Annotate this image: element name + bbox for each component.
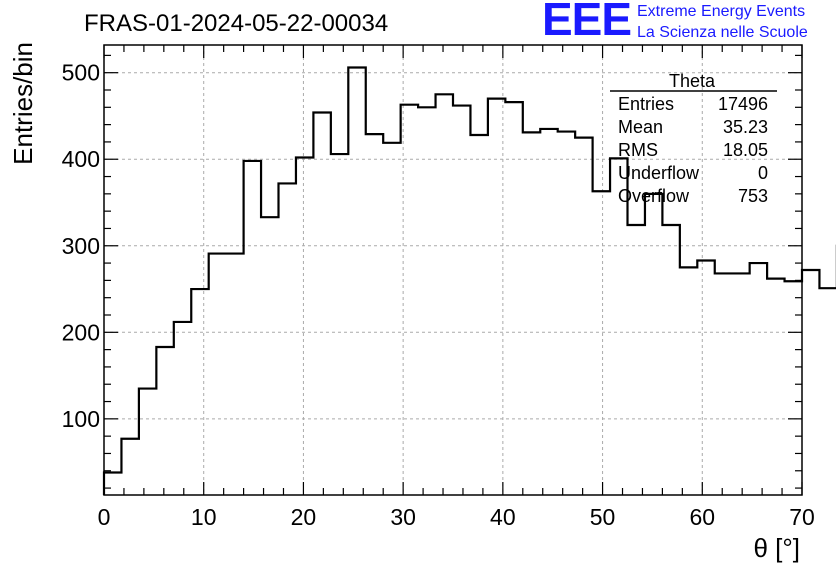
stats-box-name: Theta xyxy=(669,71,716,91)
plot-frame xyxy=(103,44,803,496)
y-tick-label: 100 xyxy=(62,406,100,432)
y-tick-label: 300 xyxy=(62,233,100,259)
x-tick-label: 0 xyxy=(98,504,111,530)
x-tick-labels: 0 10 20 30 40 50 60 70 xyxy=(98,504,815,530)
y-axis-title: Entries/bin xyxy=(8,42,38,165)
grid-lines xyxy=(104,45,802,495)
x-tick-label: 10 xyxy=(191,504,217,530)
x-tick-label: 20 xyxy=(291,504,317,530)
logo-subtitle-line2: La Scienza nelle Scuole xyxy=(637,24,808,41)
x-tick-label: 60 xyxy=(689,504,715,530)
logo-subtitle-line1: Extreme Energy Events xyxy=(637,3,806,20)
y-tick-label: 400 xyxy=(62,146,100,172)
chart-title: FRAS-01-2024-05-22-00034 xyxy=(84,10,389,37)
stats-value-underflow: 0 xyxy=(758,163,768,183)
stats-value-rms: 18.05 xyxy=(723,140,768,160)
stats-label-entries: Entries xyxy=(618,94,674,114)
histogram-line xyxy=(102,66,836,495)
x-tick-label: 40 xyxy=(490,504,516,530)
axis-ticks xyxy=(103,45,803,495)
stats-value-entries: 17496 xyxy=(718,94,768,114)
x-axis-title: θ [°] xyxy=(753,533,800,563)
stats-label-mean: Mean xyxy=(618,117,663,137)
x-tick-label: 70 xyxy=(789,504,815,530)
stats-box: Theta Entries 17496 Mean 35.23 RMS 18.05… xyxy=(610,71,777,206)
stats-label-overflow: Overflow xyxy=(618,186,690,206)
stats-value-mean: 35.23 xyxy=(723,117,768,137)
stats-value-overflow: 753 xyxy=(738,186,768,206)
x-tick-label: 50 xyxy=(590,504,616,530)
y-tick-label: 200 xyxy=(62,319,100,345)
y-tick-label: 500 xyxy=(62,60,100,86)
stats-label-underflow: Underflow xyxy=(618,163,700,183)
x-tick-label: 30 xyxy=(390,504,416,530)
y-tick-labels: 100 200 300 400 500 xyxy=(62,60,100,432)
stats-label-rms: RMS xyxy=(618,140,658,160)
eee-logo: EEE xyxy=(542,0,632,45)
